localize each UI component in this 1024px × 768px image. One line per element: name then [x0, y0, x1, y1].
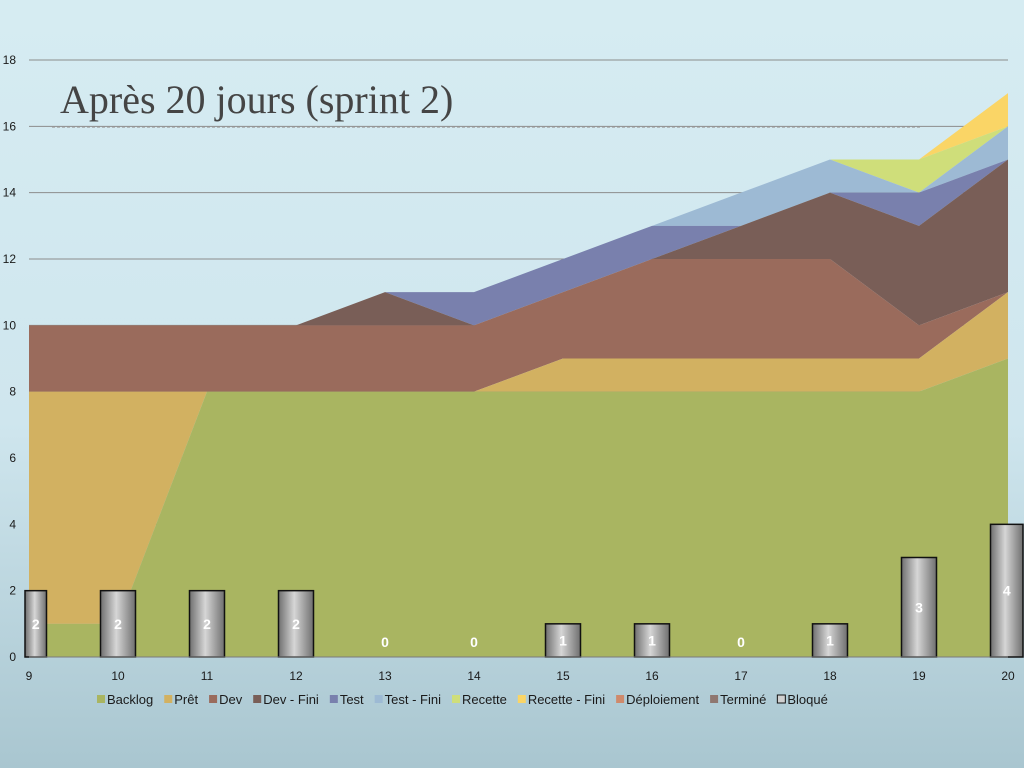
bloque-data-label: 2 [32, 616, 40, 632]
x-tick-label: 9 [26, 669, 33, 683]
bloque-bar [99, 589, 137, 658]
bloque-data-label: 0 [470, 634, 478, 650]
y-tick-label: 18 [3, 53, 17, 67]
y-tick-label: 16 [3, 119, 17, 133]
bloque-bar [544, 623, 582, 658]
x-tick-label: 15 [556, 669, 570, 683]
y-tick-label: 0 [9, 650, 16, 664]
legend-label: Backlog [107, 692, 153, 707]
y-tick-label: 10 [3, 318, 17, 332]
legend-item: Test - Fini [374, 692, 441, 707]
area-series [29, 93, 1008, 657]
area-test [29, 159, 1008, 326]
bloque-data-label: 0 [737, 634, 745, 650]
legend-label: Recette - Fini [528, 692, 605, 707]
bloque-data-label: 2 [114, 616, 122, 632]
legend-item: Recette - Fini [517, 692, 605, 707]
legend-item: Recette [452, 692, 507, 707]
legend-label: Bloqué [787, 692, 827, 707]
legend: Backlog Prêt Dev Dev - Fini Test Test - Fini R… [97, 692, 828, 707]
legend-swatch [97, 695, 105, 703]
bloque-data-label: 1 [826, 632, 834, 648]
legend-item: Prêt [164, 692, 198, 707]
bloque-data-label: 2 [292, 616, 300, 632]
legend-label: Déploiement [626, 692, 699, 707]
bloque-bar [989, 523, 1024, 658]
legend-item: Bloqué [776, 692, 828, 707]
y-tick-label: 6 [9, 451, 16, 465]
y-tick-label: 8 [9, 385, 16, 399]
legend-item: Test [329, 692, 364, 707]
legend-label: Dev - Fini [263, 692, 319, 707]
bloque-data-label: 1 [559, 632, 567, 648]
x-tick-label: 11 [201, 669, 214, 683]
area-backlog [29, 358, 1008, 657]
bloque-data-label: 4 [1003, 583, 1011, 599]
legend-swatch [776, 694, 786, 704]
y-tick-label: 4 [9, 517, 16, 531]
legend-swatch [517, 695, 526, 703]
x-tick-label: 19 [912, 669, 926, 683]
bloque-data-label: 2 [203, 616, 211, 632]
x-tick-label: 18 [823, 669, 837, 683]
legend-label: Test - Fini [385, 692, 441, 707]
blocked-bars: 2 2 2 2 0 0 1 1 0 1 3 4 [24, 523, 1024, 658]
bloque-data-label: 3 [915, 599, 923, 615]
legend-item: Terminé [710, 692, 766, 707]
legend-label: Recette [462, 692, 507, 707]
legend-swatch [452, 695, 461, 703]
legend-swatch [710, 695, 719, 703]
bloque-data-label: 1 [648, 632, 656, 648]
bloque-bar [900, 556, 938, 658]
area-pret [29, 292, 1008, 624]
legend-item: Déploiement [616, 692, 699, 707]
legend-label: Terminé [720, 692, 766, 707]
legend-item: Dev [209, 692, 243, 707]
legend-label: Dev [219, 692, 243, 707]
bloque-data-label: 0 [381, 634, 389, 650]
legend-item: Dev - Fini [253, 692, 319, 707]
x-tick-label: 17 [734, 669, 748, 683]
legend-item: Backlog [97, 692, 153, 707]
legend-label: Test [340, 692, 364, 707]
area-dev-fini [29, 159, 1008, 326]
y-tick-label: 2 [9, 584, 16, 598]
x-tick-label: 16 [645, 669, 659, 683]
legend-swatch [164, 695, 173, 703]
legend-label: Prêt [174, 692, 198, 707]
legend-swatch [253, 695, 262, 703]
x-tick-label: 13 [378, 669, 392, 683]
x-tick-label: 20 [1001, 669, 1015, 683]
bloque-bar [633, 623, 671, 658]
legend-swatch [209, 695, 218, 703]
x-tick-label: 10 [111, 669, 125, 683]
y-tick-label: 14 [3, 186, 17, 200]
legend-swatch [616, 695, 625, 703]
legend-swatch [374, 695, 383, 703]
x-tick-label: 12 [289, 669, 303, 683]
y-tick-label: 12 [3, 252, 17, 266]
legend-swatch [329, 695, 338, 703]
bloque-bar [188, 589, 226, 658]
x-tick-label: 14 [467, 669, 481, 683]
slide-title: Après 20 jours (sprint 2) [60, 77, 453, 122]
